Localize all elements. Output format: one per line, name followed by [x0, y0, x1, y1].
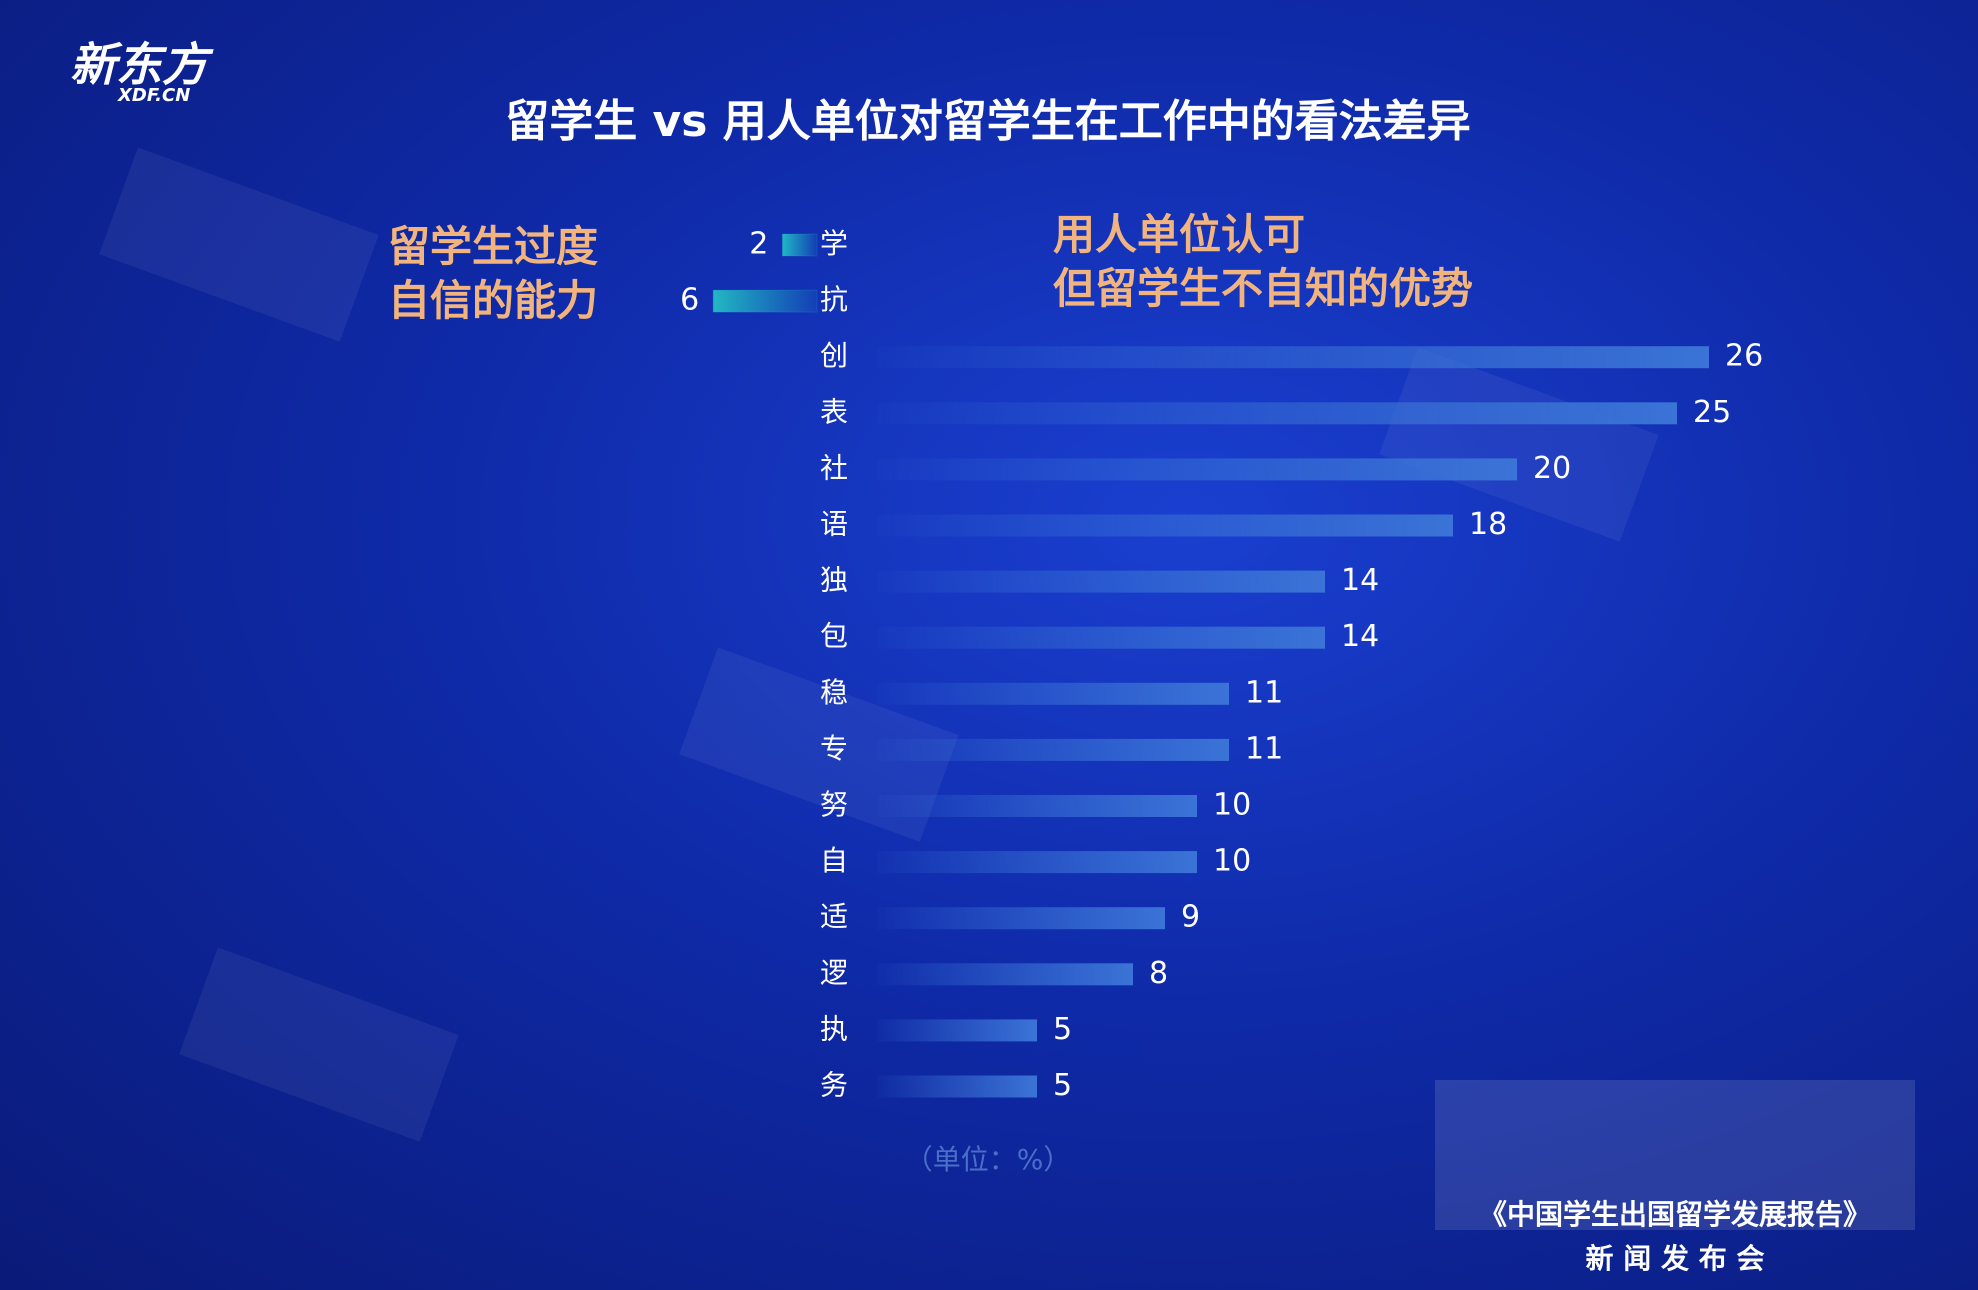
category-label: 专	[820, 732, 848, 765]
category-label: 执	[820, 1012, 848, 1045]
right-series-name: 用人单位认可 但留学生不自知的优势	[1053, 210, 1474, 313]
value-label: 9	[1181, 900, 1200, 935]
category-label: 社	[820, 451, 848, 484]
value-label: 20	[1533, 451, 1571, 486]
unit-note: （单位：%）	[905, 1143, 1072, 1176]
category-label: 独	[820, 564, 848, 597]
svg-text:新东方: 新东方	[70, 38, 214, 92]
bar	[877, 570, 1325, 593]
value-label: 18	[1469, 507, 1507, 542]
category-label: 稳	[820, 676, 848, 709]
value-label: 10	[1213, 788, 1251, 823]
category-label: 抗	[820, 283, 848, 316]
bar	[877, 626, 1325, 649]
bar	[781, 233, 818, 257]
bar	[877, 851, 1197, 874]
bar	[877, 682, 1229, 705]
category-label: 学	[820, 227, 848, 260]
value-label: 5	[1053, 1068, 1072, 1103]
category-label: 努	[820, 788, 848, 821]
value-label: 26	[1725, 339, 1763, 374]
value-label: 11	[1245, 731, 1283, 766]
bar	[877, 346, 1709, 369]
value-label: 8	[1149, 956, 1168, 991]
value-label: 11	[1245, 675, 1283, 710]
category-label: 逻	[820, 956, 848, 989]
report-name: 《中国学生出国留学发展报告》	[1479, 1198, 1871, 1231]
category-label: 务	[820, 1069, 848, 1102]
category-label: 创	[820, 339, 848, 372]
bar	[877, 514, 1453, 537]
logo: 新东方 XDF.CN	[70, 38, 214, 107]
left-series-name: 留学生过度 自信的能力	[388, 222, 599, 325]
chart-title: 留学生 vs 用人单位对留学生在工作中的看法差异	[505, 96, 1471, 147]
category-label: 自	[820, 844, 848, 877]
value-label: 14	[1341, 563, 1379, 598]
category-label: 包	[820, 620, 848, 653]
category-label: 语	[820, 508, 848, 541]
bar	[877, 1019, 1037, 1042]
value-label: 10	[1213, 844, 1251, 879]
bar	[877, 1075, 1037, 1098]
bar	[877, 402, 1677, 425]
bar	[877, 795, 1197, 817]
bar	[877, 738, 1229, 761]
svg-text:▇▇▇: ▇▇▇	[98, 132, 384, 342]
value-label: 2	[749, 227, 768, 262]
svg-text:XDF.CN: XDF.CN	[117, 85, 190, 106]
category-label: 表	[820, 395, 848, 428]
event-name: 新 闻 发 布 会	[1586, 1242, 1765, 1275]
value-label: 25	[1693, 395, 1731, 430]
event-badge: 《中国学生出国留学发展报告》 新 闻 发 布 会	[1435, 1080, 1915, 1275]
value-label: 5	[1053, 1012, 1072, 1047]
category-label: 适	[820, 900, 848, 933]
value-label: 14	[1341, 619, 1379, 654]
value-label: 6	[680, 283, 699, 318]
bar	[712, 289, 818, 313]
bar	[877, 458, 1517, 481]
svg-text:▇▇▇: ▇▇▇	[178, 932, 464, 1142]
bar	[877, 907, 1165, 930]
bar	[877, 963, 1133, 986]
